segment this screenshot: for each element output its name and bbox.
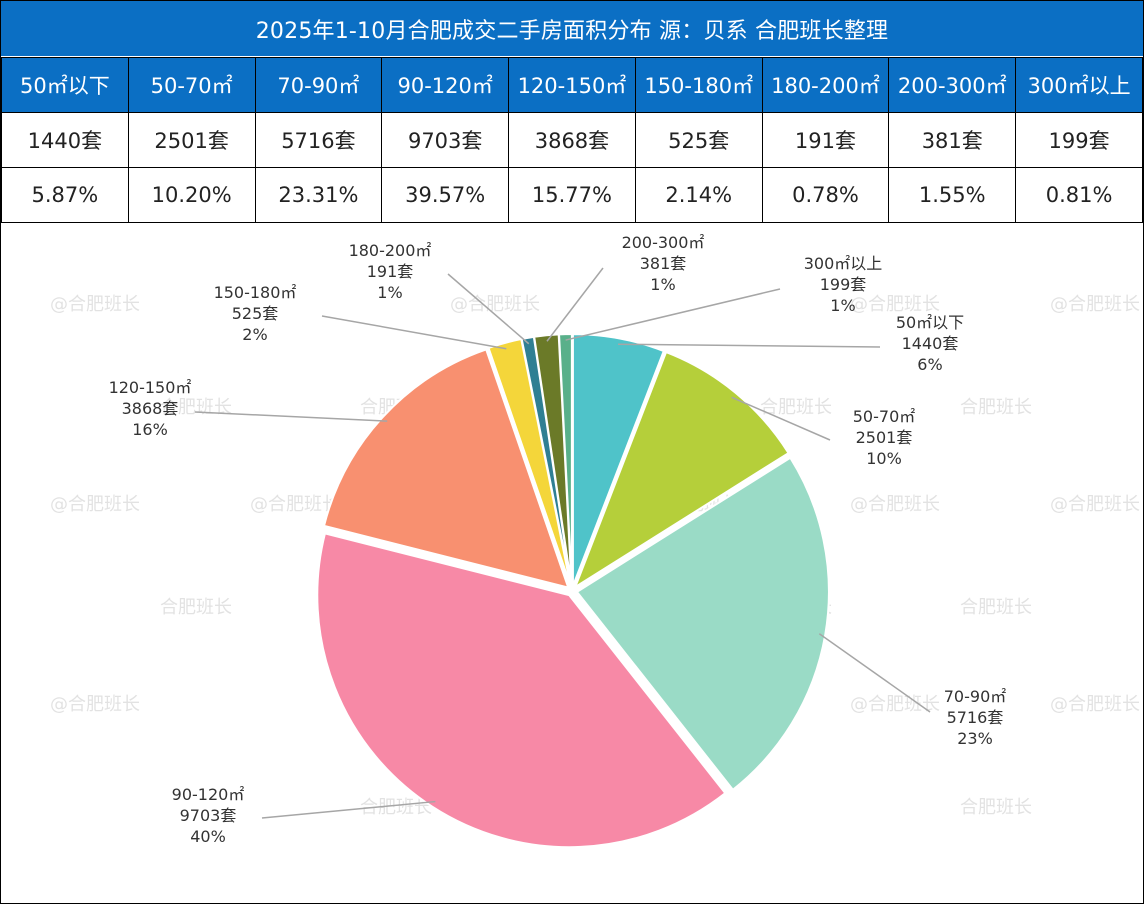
slice-count-label: 9703套 — [180, 806, 237, 825]
count-cell: 5716套 — [254, 112, 383, 168]
pie-slice — [316, 532, 727, 849]
leader-line — [194, 411, 388, 422]
header-cell: 300㎡以上 — [1015, 57, 1143, 113]
table-count-row: 1440套 2501套 5716套 9703套 3868套 525套 191套 … — [1, 112, 1143, 168]
slice-percent-label: 23% — [957, 729, 993, 748]
slice-percent-label: 16% — [132, 420, 168, 439]
slice-percent-label: 1% — [830, 296, 855, 315]
leader-line — [731, 396, 831, 441]
header-cell: 120-150㎡ — [508, 57, 636, 113]
count-cell: 199套 — [1015, 112, 1143, 168]
count-cell: 3868套 — [508, 112, 636, 168]
leader-line — [565, 288, 781, 341]
header-cell: 180-200㎡ — [761, 57, 890, 113]
header-cell: 90-120㎡ — [381, 57, 510, 113]
slice-percent-label: 40% — [190, 827, 226, 846]
slice-count-label: 199套 — [820, 275, 867, 294]
count-cell: 1440套 — [1, 112, 129, 168]
slice-percent-label: 1% — [377, 283, 402, 302]
count-cell: 9703套 — [381, 112, 510, 168]
leader-line — [618, 343, 881, 348]
leader-line — [546, 267, 604, 342]
slice-count-label: 525套 — [232, 304, 279, 323]
slice-percent-label: 10% — [866, 449, 902, 468]
slice-category-label: 120-150㎡ — [109, 378, 192, 397]
slice-percent-label: 2% — [242, 325, 267, 344]
leader-line — [818, 633, 931, 713]
slice-percent-label: 1% — [650, 275, 675, 294]
leader-line — [321, 315, 507, 350]
slice-count-label: 1440套 — [902, 334, 959, 353]
slice-category-label: 50-70㎡ — [853, 407, 916, 426]
slice-count-label: 2501套 — [856, 428, 913, 447]
header-cell: 50-70㎡ — [127, 57, 256, 113]
leader-line — [261, 800, 436, 819]
count-cell: 2501套 — [127, 112, 256, 168]
pie-slice — [322, 348, 570, 590]
percent-cell: 5.87% — [1, 167, 129, 223]
percent-cell: 0.81% — [1015, 167, 1143, 223]
percent-cell: 10.20% — [127, 167, 256, 223]
percent-cell: 15.77% — [508, 167, 636, 223]
slice-category-label: 300㎡以上 — [804, 254, 883, 273]
slice-category-label: 200-300㎡ — [622, 233, 705, 252]
table-header-row: 50㎡以下 50-70㎡ 70-90㎡ 90-120㎡ 120-150㎡ 150… — [1, 57, 1143, 113]
pie-slice — [573, 350, 790, 590]
slice-category-label: 90-120㎡ — [172, 785, 245, 804]
slice-category-label: 50㎡以下 — [896, 313, 964, 332]
leader-line — [447, 273, 530, 345]
table-percent-row: 5.87% 10.20% 23.31% 39.57% 15.77% 2.14% … — [1, 167, 1143, 223]
distribution-table: 50㎡以下 50-70㎡ 70-90㎡ 90-120㎡ 120-150㎡ 150… — [1, 57, 1143, 223]
header-cell: 150-180㎡ — [634, 57, 763, 113]
percent-cell: 0.78% — [761, 167, 890, 223]
slice-count-label: 191套 — [367, 262, 414, 281]
percent-cell: 39.57% — [381, 167, 510, 223]
count-cell: 525套 — [634, 112, 763, 168]
header-cell: 70-90㎡ — [254, 57, 383, 113]
slice-category-label: 180-200㎡ — [349, 241, 432, 260]
count-cell: 191套 — [761, 112, 890, 168]
percent-cell: 1.55% — [888, 167, 1017, 223]
slice-count-label: 5716套 — [947, 708, 1004, 727]
slice-percent-label: 6% — [917, 355, 942, 374]
chart-title: 2025年1-10月合肥成交二手房面积分布 源：贝系 合肥班长整理 — [1, 1, 1143, 56]
slice-category-label: 150-180㎡ — [214, 283, 297, 302]
percent-cell: 2.14% — [634, 167, 763, 223]
pie-slice — [571, 333, 666, 587]
pie-slice — [557, 333, 573, 587]
count-cell: 381套 — [888, 112, 1017, 168]
slice-category-label: 70-90㎡ — [944, 687, 1007, 706]
pie-slice — [575, 456, 830, 792]
percent-cell: 23.31% — [254, 167, 383, 223]
slice-count-label: 3868套 — [122, 399, 179, 418]
slice-count-label: 381套 — [640, 254, 687, 273]
